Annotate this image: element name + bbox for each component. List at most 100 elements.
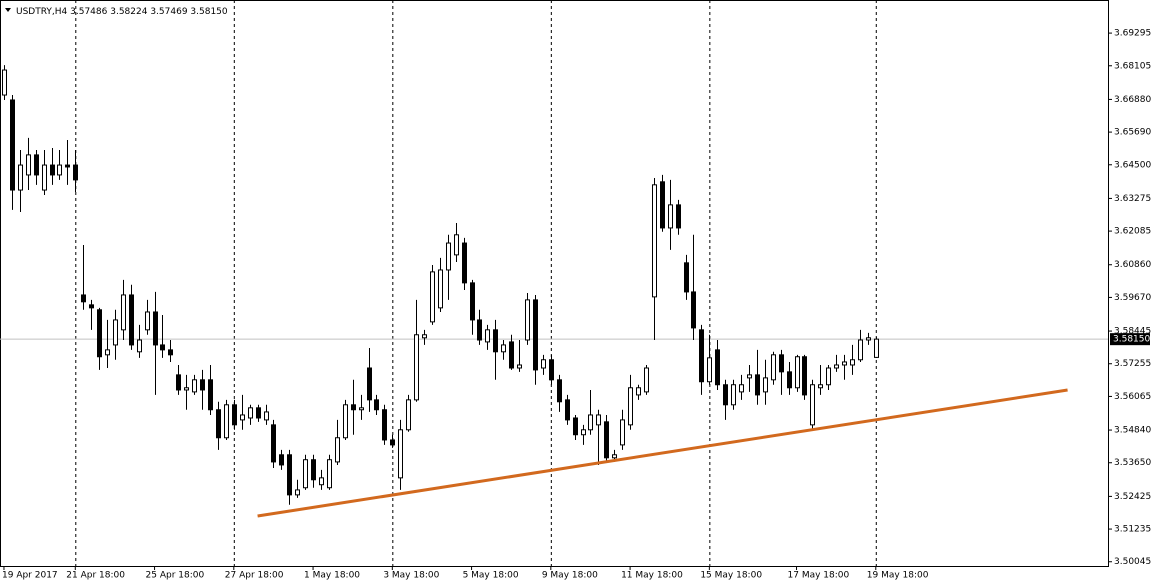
candle-body bbox=[557, 379, 562, 403]
symbol: USDTRY,H4 bbox=[16, 7, 68, 17]
candle-body bbox=[477, 319, 482, 341]
candle-body bbox=[160, 344, 165, 351]
candle-body bbox=[422, 334, 427, 339]
price-tag bbox=[1110, 333, 1150, 346]
last-close: 3.58150 bbox=[190, 7, 227, 17]
candle-body bbox=[438, 269, 443, 309]
candle-body bbox=[858, 339, 863, 361]
candle-body bbox=[137, 339, 142, 353]
y-tick-label: 3.56065 bbox=[1114, 392, 1151, 402]
last-low: 3.57469 bbox=[150, 7, 187, 17]
candle-body bbox=[739, 384, 744, 393]
candle-body bbox=[517, 364, 522, 369]
candle-body bbox=[454, 234, 459, 256]
candle-body bbox=[541, 359, 546, 369]
trend-line bbox=[257, 388, 1068, 518]
menu-arrow[interactable] bbox=[5, 8, 11, 12]
y-tick-label: 3.52425 bbox=[1114, 492, 1151, 502]
y-tick-label: 3.50045 bbox=[1114, 557, 1151, 567]
candle-body bbox=[644, 367, 649, 393]
x-tick-label: 15 May 18:00 bbox=[700, 571, 762, 581]
candle-body bbox=[565, 399, 570, 421]
candle-body bbox=[691, 291, 696, 329]
candle-body bbox=[573, 417, 578, 436]
candle-body bbox=[850, 359, 855, 366]
candle-body bbox=[699, 329, 704, 383]
candle-body bbox=[184, 387, 189, 391]
candle-body bbox=[834, 364, 839, 369]
candle-body bbox=[715, 349, 720, 386]
candle-body bbox=[787, 371, 792, 389]
candle-body bbox=[168, 349, 173, 356]
y-tick-label: 3.59670 bbox=[1114, 293, 1151, 303]
x-tick-label: 27 Apr 18:00 bbox=[225, 571, 284, 581]
x-tick-label: 17 May 18:00 bbox=[788, 571, 850, 581]
candle-body bbox=[10, 99, 15, 191]
candle-body bbox=[446, 242, 451, 271]
candle-body bbox=[406, 399, 411, 431]
candle-body bbox=[612, 454, 617, 459]
candle-body bbox=[271, 424, 276, 463]
y-tick-label: 3.53650 bbox=[1114, 458, 1151, 468]
last-high: 3.58224 bbox=[110, 7, 147, 17]
y-tick-label: 3.57255 bbox=[1114, 359, 1151, 369]
candle-body bbox=[319, 477, 324, 486]
candle-body bbox=[501, 344, 506, 353]
candle-body bbox=[2, 69, 7, 96]
candle-body bbox=[636, 387, 641, 396]
candle-body bbox=[50, 164, 55, 176]
candle-body bbox=[57, 164, 62, 176]
candle-body bbox=[113, 319, 118, 346]
candle-body bbox=[604, 421, 609, 459]
x-tick-label: 5 May 18:00 bbox=[463, 571, 519, 581]
x-tick-label: 3 May 18:00 bbox=[383, 571, 439, 581]
candle-body bbox=[73, 164, 78, 181]
candle-body bbox=[311, 459, 316, 481]
candle-body bbox=[34, 154, 39, 176]
candle-body bbox=[200, 379, 205, 391]
x-tick-label: 19 May 18:00 bbox=[867, 571, 929, 581]
last-open: 3.57486 bbox=[70, 7, 107, 17]
candle-body bbox=[121, 294, 126, 331]
x-tick-label: 1 May 18:00 bbox=[304, 571, 360, 581]
candle-body bbox=[374, 399, 379, 411]
candle-body bbox=[620, 419, 625, 446]
candle-body bbox=[295, 489, 300, 496]
candle-body bbox=[874, 338, 879, 358]
candle-body bbox=[129, 294, 134, 346]
candle-body bbox=[351, 404, 356, 411]
candle-body bbox=[256, 407, 261, 419]
candle-body bbox=[18, 164, 23, 191]
x-tick-label: 25 Apr 18:00 bbox=[146, 571, 205, 581]
y-tick-label: 3.65690 bbox=[1114, 128, 1151, 138]
candle-body bbox=[818, 384, 823, 389]
price-tag-label: 3.58150 bbox=[1113, 335, 1150, 345]
candle-body bbox=[485, 329, 490, 343]
candle-body bbox=[596, 414, 601, 426]
candle-body bbox=[208, 379, 213, 411]
y-tick-label: 3.51235 bbox=[1114, 525, 1151, 535]
candle-body bbox=[795, 356, 800, 389]
candle-body bbox=[176, 374, 181, 391]
candle-body bbox=[327, 459, 332, 489]
candle-body bbox=[430, 271, 435, 323]
y-tick-label: 3.68105 bbox=[1114, 61, 1151, 71]
candle-body bbox=[343, 404, 348, 439]
candle-body bbox=[581, 429, 586, 436]
candle-body bbox=[763, 377, 768, 393]
candle-body bbox=[382, 409, 387, 441]
candle-body bbox=[89, 304, 94, 309]
y-tick-label: 3.63275 bbox=[1114, 194, 1151, 204]
candle-body bbox=[771, 354, 776, 381]
x-tick-label: 11 May 18:00 bbox=[621, 571, 683, 581]
candle-body bbox=[723, 384, 728, 406]
candle-body bbox=[398, 429, 403, 479]
candle-body bbox=[264, 411, 269, 421]
candle-body bbox=[367, 367, 372, 401]
y-tick-label: 3.66880 bbox=[1114, 95, 1151, 105]
y-tick-label: 3.60860 bbox=[1114, 260, 1151, 270]
candle-body bbox=[509, 341, 514, 369]
candle-body bbox=[747, 374, 752, 379]
candle-body bbox=[26, 154, 31, 176]
y-tick-label: 3.58445 bbox=[1114, 327, 1151, 337]
